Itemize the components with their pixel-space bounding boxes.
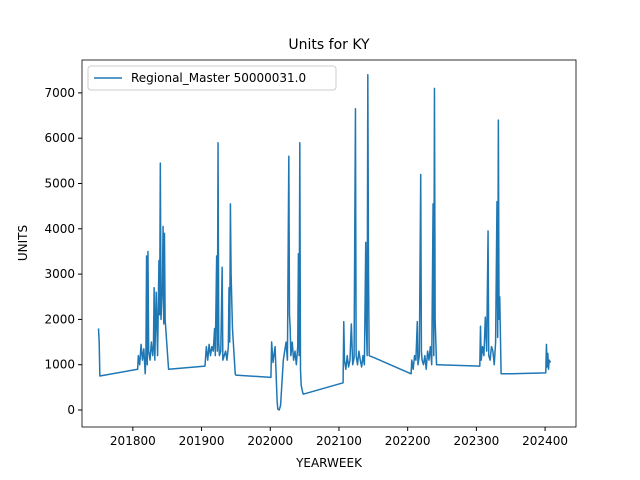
x-tick-label: 201900 bbox=[179, 434, 225, 448]
legend-label: Regional_Master 50000031.0 bbox=[131, 71, 306, 85]
x-tick-label: 202000 bbox=[247, 434, 293, 448]
legend-box bbox=[87, 65, 337, 91]
data-line bbox=[97, 74, 552, 411]
y-tick-label: 2000 bbox=[44, 312, 75, 326]
legend: Regional_Master 50000031.0 bbox=[87, 65, 337, 91]
x-tick-label: 202400 bbox=[522, 434, 568, 448]
y-tick-label: 0 bbox=[67, 403, 75, 417]
y-tick-label: 6000 bbox=[44, 131, 75, 145]
x-tick-label: 202100 bbox=[316, 434, 362, 448]
x-tick-label: 202300 bbox=[453, 434, 499, 448]
plot-frame bbox=[81, 59, 577, 428]
x-tick-label: 202200 bbox=[385, 434, 431, 448]
y-tick-label: 7000 bbox=[44, 86, 75, 100]
x-axis-label: YEARWEEK bbox=[295, 456, 363, 470]
chart-title: Units for KY bbox=[288, 37, 370, 53]
y-tick-label: 4000 bbox=[44, 222, 75, 236]
y-tick-label: 5000 bbox=[44, 176, 75, 190]
y-tick-label: 3000 bbox=[44, 267, 75, 281]
y-axis-label: UNITS bbox=[16, 225, 30, 261]
y-tick-label: 1000 bbox=[44, 358, 75, 372]
x-tick-label: 201800 bbox=[110, 434, 156, 448]
